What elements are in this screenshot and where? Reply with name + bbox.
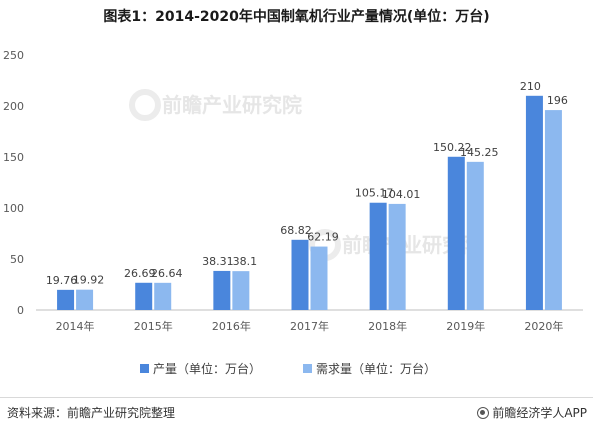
- data-label-series0-0: 19.76: [46, 274, 78, 287]
- watermark-text: 前瞻产业研究院: [162, 93, 302, 117]
- bar-series1-3: [310, 246, 328, 310]
- x-tick-label-6: 2020年: [524, 319, 563, 333]
- y-axis: 0 50 100 150 200 250: [3, 49, 24, 317]
- data-label-series1-3: 62.19: [307, 231, 339, 244]
- data-label-series0-1: 26.69: [124, 267, 156, 280]
- data-label-series1-5: 145.25: [460, 146, 499, 159]
- data-label-series0-3: 68.82: [280, 224, 312, 237]
- bar-series0-0: [57, 289, 75, 310]
- bar-series1-2: [232, 271, 250, 310]
- bar-series1-0: [76, 289, 94, 310]
- legend-swatch-1: [303, 364, 312, 373]
- x-tick-label-3: 2017年: [290, 319, 329, 333]
- bar-series0-1: [135, 282, 153, 310]
- chart-title: 图表1：2014-2020年中国制氧机行业产量情况(单位：万台): [103, 9, 490, 25]
- bar-series1-4: [388, 203, 406, 310]
- y-tick-label-1: 50: [10, 253, 24, 266]
- data-label-series1-1: 26.64: [151, 267, 183, 280]
- legend-label-0: 产量（单位：万台）: [153, 361, 261, 376]
- x-tick-label-2: 2016年: [212, 319, 251, 333]
- bar-series0-3: [291, 239, 309, 310]
- x-axis: 2014年 2015年 2016年 2017年 2018年 2019年 2020年: [36, 309, 583, 333]
- x-tick-label-5: 2019年: [446, 319, 485, 333]
- legend-swatch-0: [140, 364, 149, 373]
- x-tick-label-1: 2015年: [134, 319, 173, 333]
- data-label-series1-6: 196: [547, 94, 568, 107]
- y-tick-label-0: 0: [17, 304, 24, 317]
- data-label-series1-2: 38.1: [233, 255, 258, 268]
- x-tick-label-0: 2014年: [56, 319, 95, 333]
- bar-series1-6: [544, 110, 562, 310]
- x-tick-label-4: 2018年: [368, 319, 407, 333]
- bar-series0-2: [213, 270, 231, 310]
- y-tick-label-3: 150: [3, 151, 24, 164]
- bar-series0-6: [525, 95, 543, 310]
- footer: 资料来源：前瞻产业研究院整理 前瞻经济学人APP: [0, 397, 593, 428]
- brand: 前瞻经济学人APP: [477, 404, 587, 421]
- bar-series0-4: [369, 202, 387, 310]
- source-text: 资料来源：前瞻产业研究院整理: [7, 406, 176, 420]
- data-labels: 19.76 26.69 38.31 68.82 105.17 150.22 210 19.92…: [46, 80, 568, 287]
- data-label-series0-5: 150.22: [433, 141, 472, 154]
- legend: 产量（单位：万台） 需求量（单位：万台）: [140, 361, 436, 376]
- y-tick-label-4: 200: [3, 100, 24, 113]
- bars: [57, 95, 562, 310]
- data-label-series1-0: 19.92: [73, 274, 105, 287]
- legend-label-1: 需求量（单位：万台）: [316, 361, 436, 376]
- data-label-series0-2: 38.31: [202, 255, 234, 268]
- data-label-series1-4: 104.01: [382, 188, 421, 201]
- bar-series1-5: [466, 161, 484, 310]
- data-label-series0-6: 210: [520, 80, 541, 93]
- bar-series0-5: [447, 156, 465, 310]
- brand-logo-icon: [477, 406, 490, 419]
- bar-series1-1: [154, 282, 172, 310]
- brand-text: 前瞻经济学人APP: [492, 406, 587, 420]
- watermark-logo-icon: [129, 89, 161, 121]
- y-tick-label-5: 250: [3, 49, 24, 62]
- data-label-series0-4: 105.17: [355, 187, 394, 200]
- y-tick-label-2: 100: [3, 202, 24, 215]
